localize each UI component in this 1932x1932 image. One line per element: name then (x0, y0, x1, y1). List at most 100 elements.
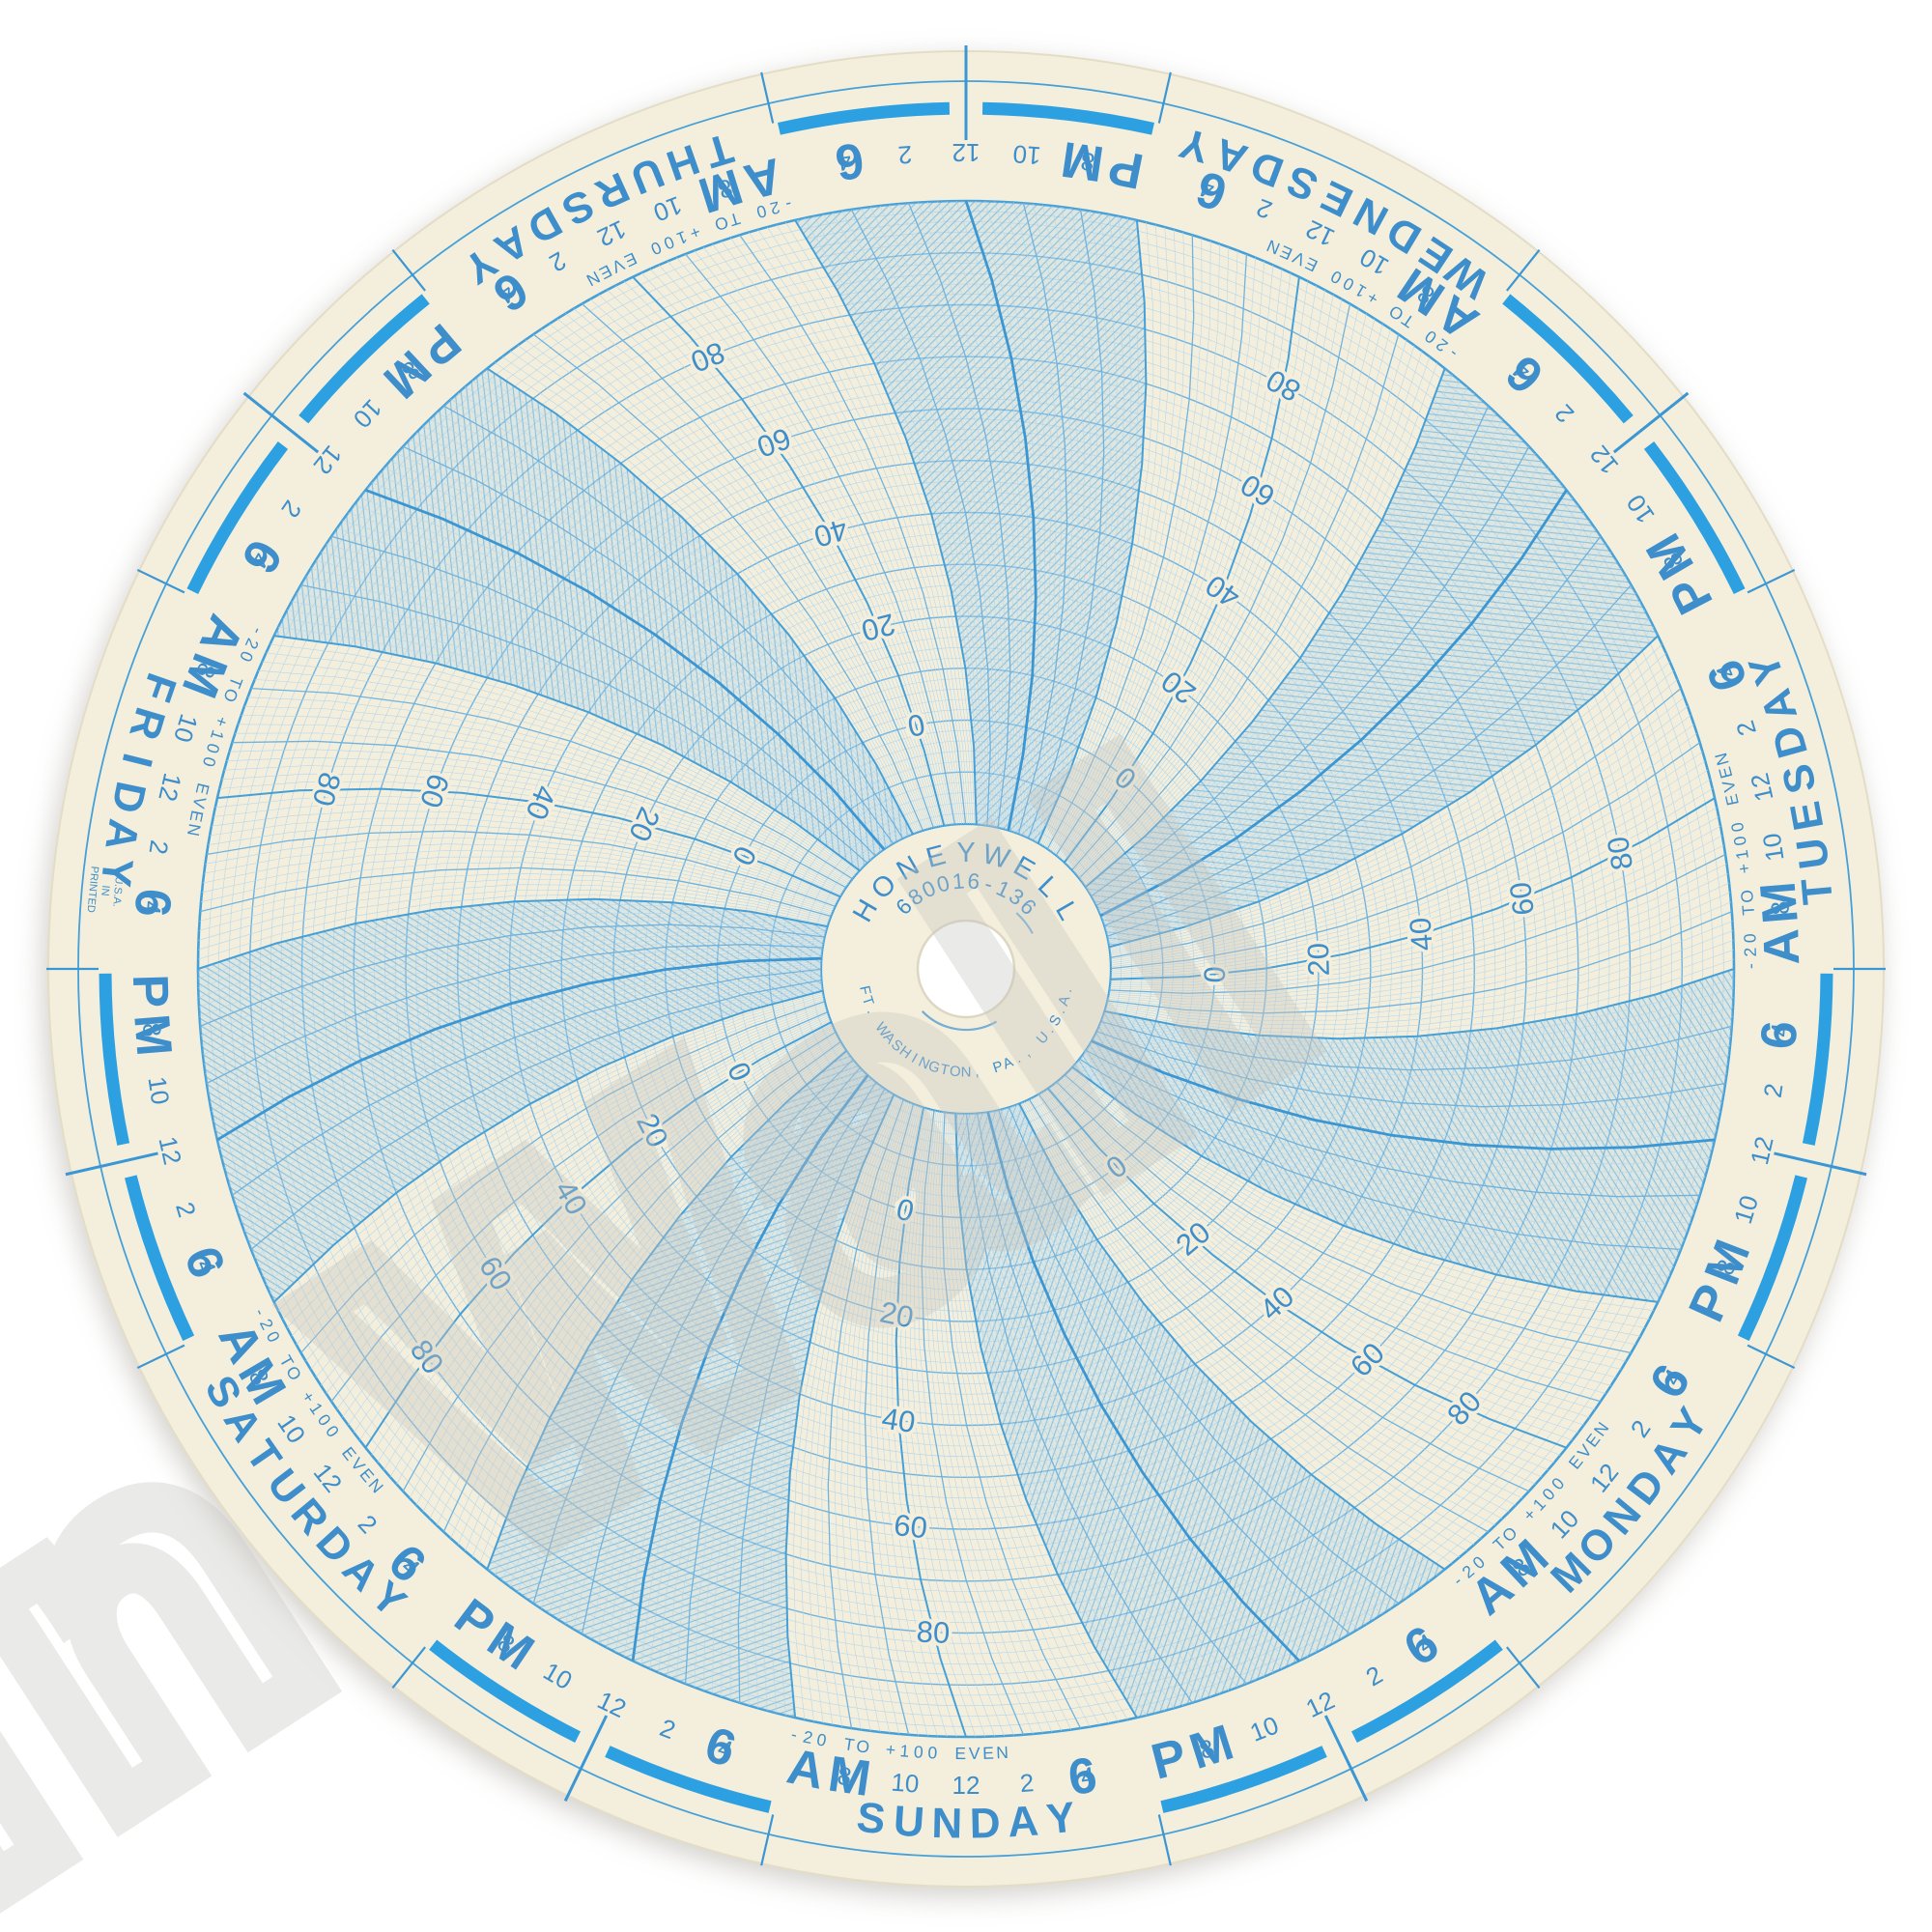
time-line (1084, 1051, 1697, 1206)
time-line (213, 803, 839, 900)
time-line (371, 1023, 833, 1456)
time-line (457, 392, 907, 838)
time-line (213, 954, 822, 1122)
six-oclock-tick (391, 1646, 426, 1689)
midnight-tick (242, 391, 320, 454)
time-line (573, 1065, 860, 1630)
time-line (1067, 290, 1325, 867)
time-line (277, 992, 824, 1311)
time-line (969, 1113, 1211, 1697)
six-oclock-tick (1157, 71, 1172, 124)
time-line (442, 405, 904, 839)
time-line (1064, 1074, 1632, 1354)
night-sector-hatch (273, 368, 913, 871)
time-line (486, 1050, 847, 1570)
time-grid-lines (197, 200, 1735, 1738)
time-line (509, 1055, 850, 1587)
time-line (1076, 324, 1383, 876)
hour-numeral: 12 (952, 1771, 980, 1800)
scale-note: E (954, 1744, 966, 1763)
time-line (247, 696, 852, 881)
time-line (1104, 968, 1735, 1040)
time-line (1109, 635, 1659, 949)
time-line (1094, 1034, 1722, 1121)
time-line (415, 1035, 838, 1506)
time-line (694, 250, 957, 825)
night-rim-arc (124, 1175, 195, 1342)
time-line (415, 432, 897, 842)
time-line (422, 1037, 838, 1513)
time-line (243, 705, 851, 882)
time-line (200, 927, 825, 1037)
time-line (1085, 1049, 1700, 1198)
printed-note: U.S.A. (110, 876, 125, 908)
time-line (960, 1113, 1166, 1712)
time-line (1110, 705, 1689, 962)
time-line (952, 1113, 1119, 1722)
time-line (1087, 1048, 1703, 1189)
time-line (1015, 1104, 1431, 1581)
time-line (266, 986, 823, 1286)
hour-numeral: 8 (1765, 900, 1795, 917)
hub-location: O (949, 1063, 961, 1080)
time-line (359, 497, 883, 851)
value-label: 60 (893, 1508, 929, 1545)
time-line (1077, 328, 1391, 877)
time-line (1059, 1079, 1611, 1386)
time-line (658, 265, 951, 826)
time-line (1068, 294, 1334, 868)
time-line (224, 765, 843, 893)
six-oclock-tick (1747, 1344, 1796, 1370)
time-line (198, 889, 829, 951)
time-line (296, 592, 867, 865)
time-line (814, 1097, 901, 1725)
time-line (229, 749, 845, 890)
center-hole (916, 919, 1016, 1019)
scale-note: 2 (802, 1727, 815, 1748)
time-line (1110, 816, 1719, 983)
time-line (359, 1020, 831, 1441)
time-line (247, 978, 822, 1241)
time-line (1074, 1064, 1666, 1286)
time-line (201, 856, 833, 914)
time-line (598, 1069, 864, 1644)
time-line (1110, 779, 1711, 977)
time-line (229, 967, 822, 1187)
time-line (278, 626, 862, 870)
time-line (615, 285, 941, 827)
time-line (1110, 679, 1678, 956)
time-line (300, 1001, 826, 1353)
time-line (955, 201, 1032, 831)
time-line (1085, 368, 1446, 888)
time-line (1037, 219, 1148, 844)
time-line (199, 872, 831, 922)
time-line (1082, 351, 1423, 883)
time-line (1105, 949, 1734, 1030)
time-line (721, 1086, 882, 1697)
time-line (1107, 910, 1733, 1014)
time-line (869, 1104, 919, 1736)
time-line (1110, 788, 1713, 979)
time-line (465, 1045, 844, 1551)
time-line (1065, 1073, 1636, 1346)
time-line (291, 601, 866, 867)
time-line (1094, 425, 1510, 901)
midnight-line (631, 1074, 869, 1662)
time-line (762, 1092, 890, 1711)
value-label: 20 (1301, 943, 1336, 977)
time-line (1105, 559, 1617, 932)
time-line (1101, 497, 1573, 918)
six-oclock-tick (760, 71, 775, 124)
time-line (1091, 405, 1490, 897)
time-line (898, 203, 1008, 828)
night-rim-arc (429, 1639, 582, 1744)
time-line (377, 1025, 834, 1463)
time-line (1063, 276, 1300, 864)
time-line (924, 1110, 1034, 1735)
hub-location: . (1052, 1006, 1068, 1016)
time-line (525, 1058, 852, 1599)
time-line (202, 935, 824, 1056)
time-line (1060, 265, 1274, 860)
time-line (1108, 892, 1731, 1007)
